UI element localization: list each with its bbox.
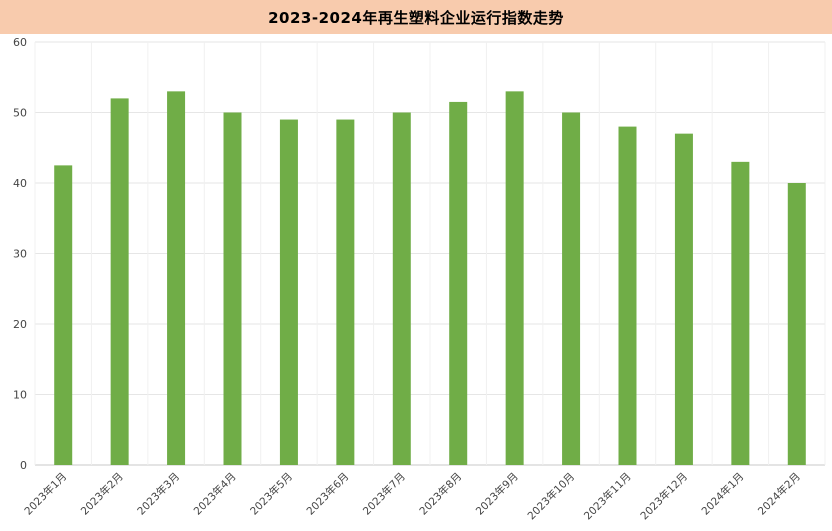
- x-tick-label: 2023年3月: [135, 470, 183, 518]
- x-tick-label: 2023年1月: [22, 470, 70, 518]
- x-tick-label: 2024年2月: [755, 470, 803, 518]
- bar: [392, 112, 411, 465]
- bar: [336, 119, 355, 466]
- y-axis-ticks: 0 10 20 30 40 50 60: [13, 36, 27, 472]
- bar: [110, 98, 129, 466]
- grid-lines: [34, 41, 826, 466]
- bar: [787, 183, 806, 465]
- y-tick-label: 0: [20, 459, 27, 472]
- y-tick-label: 10: [13, 389, 27, 402]
- x-tick-label: 2024年1月: [699, 470, 747, 518]
- bar: [505, 91, 524, 465]
- bar: [562, 112, 581, 465]
- x-tick-label: 2023年4月: [191, 470, 239, 518]
- bar: [674, 133, 693, 465]
- x-tick-label: 2023年2月: [78, 470, 126, 518]
- x-tick-label: 2023年10月: [525, 470, 577, 522]
- y-tick-label: 60: [13, 36, 27, 49]
- chart-title-bar: 2023-2024年再生塑料企业运行指数走势: [0, 0, 832, 34]
- x-axis-ticks: 2023年1月 2023年2月 2023年3月 2023年4月 2023年5月 2023年…: [22, 470, 803, 522]
- y-tick-label: 30: [13, 248, 27, 261]
- bar: [167, 91, 186, 465]
- x-tick-label: 2023年11月: [581, 470, 633, 522]
- bar: [449, 101, 468, 466]
- bar: [223, 112, 242, 465]
- chart-title: 2023-2024年再生塑料企业运行指数走势: [268, 8, 564, 27]
- y-tick-label: 50: [13, 107, 27, 120]
- x-tick-label: 2023年7月: [360, 470, 408, 518]
- y-tick-label: 20: [13, 318, 27, 331]
- bar: [731, 161, 750, 465]
- x-tick-label: 2023年9月: [473, 470, 521, 518]
- bar: [54, 165, 73, 465]
- y-tick-label: 40: [13, 177, 27, 190]
- bar: [618, 126, 637, 465]
- x-tick-label: 2023年6月: [304, 470, 352, 518]
- x-tick-label: 2023年12月: [638, 470, 690, 522]
- bar: [279, 119, 298, 466]
- x-tick-label: 2023年5月: [247, 470, 295, 518]
- bar-series: [54, 91, 806, 466]
- x-tick-label: 2023年8月: [417, 470, 465, 518]
